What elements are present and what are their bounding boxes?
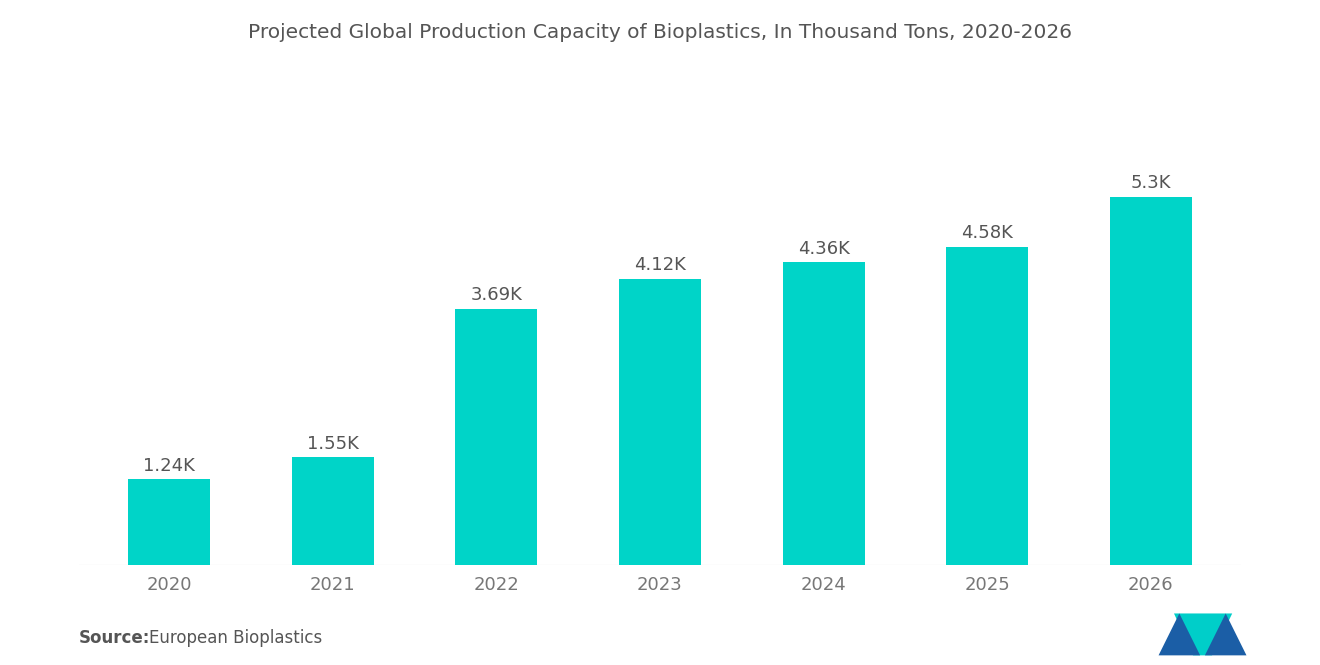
Text: 1.55K: 1.55K [306, 436, 359, 454]
Text: 1.24K: 1.24K [144, 457, 195, 475]
Text: 4.58K: 4.58K [961, 225, 1014, 243]
Bar [455, 309, 537, 565]
Bar [946, 247, 1028, 565]
Text: Projected Global Production Capacity of Bioplastics, In Thousand Tons, 2020-2026: Projected Global Production Capacity of … [248, 23, 1072, 43]
Text: 5.3K: 5.3K [1130, 174, 1171, 192]
Bar [292, 458, 374, 565]
Text: 4.12K: 4.12K [634, 257, 686, 275]
Text: 3.69K: 3.69K [470, 287, 523, 305]
Text: European Bioplastics: European Bioplastics [149, 629, 322, 648]
Bar [619, 279, 701, 565]
Polygon shape [1173, 613, 1233, 656]
Bar [128, 479, 210, 565]
Polygon shape [1205, 613, 1246, 656]
Bar [783, 262, 865, 565]
Bar [1110, 197, 1192, 565]
Polygon shape [1159, 613, 1200, 656]
Text: Source:: Source: [79, 629, 150, 648]
Text: 4.36K: 4.36K [797, 240, 850, 258]
